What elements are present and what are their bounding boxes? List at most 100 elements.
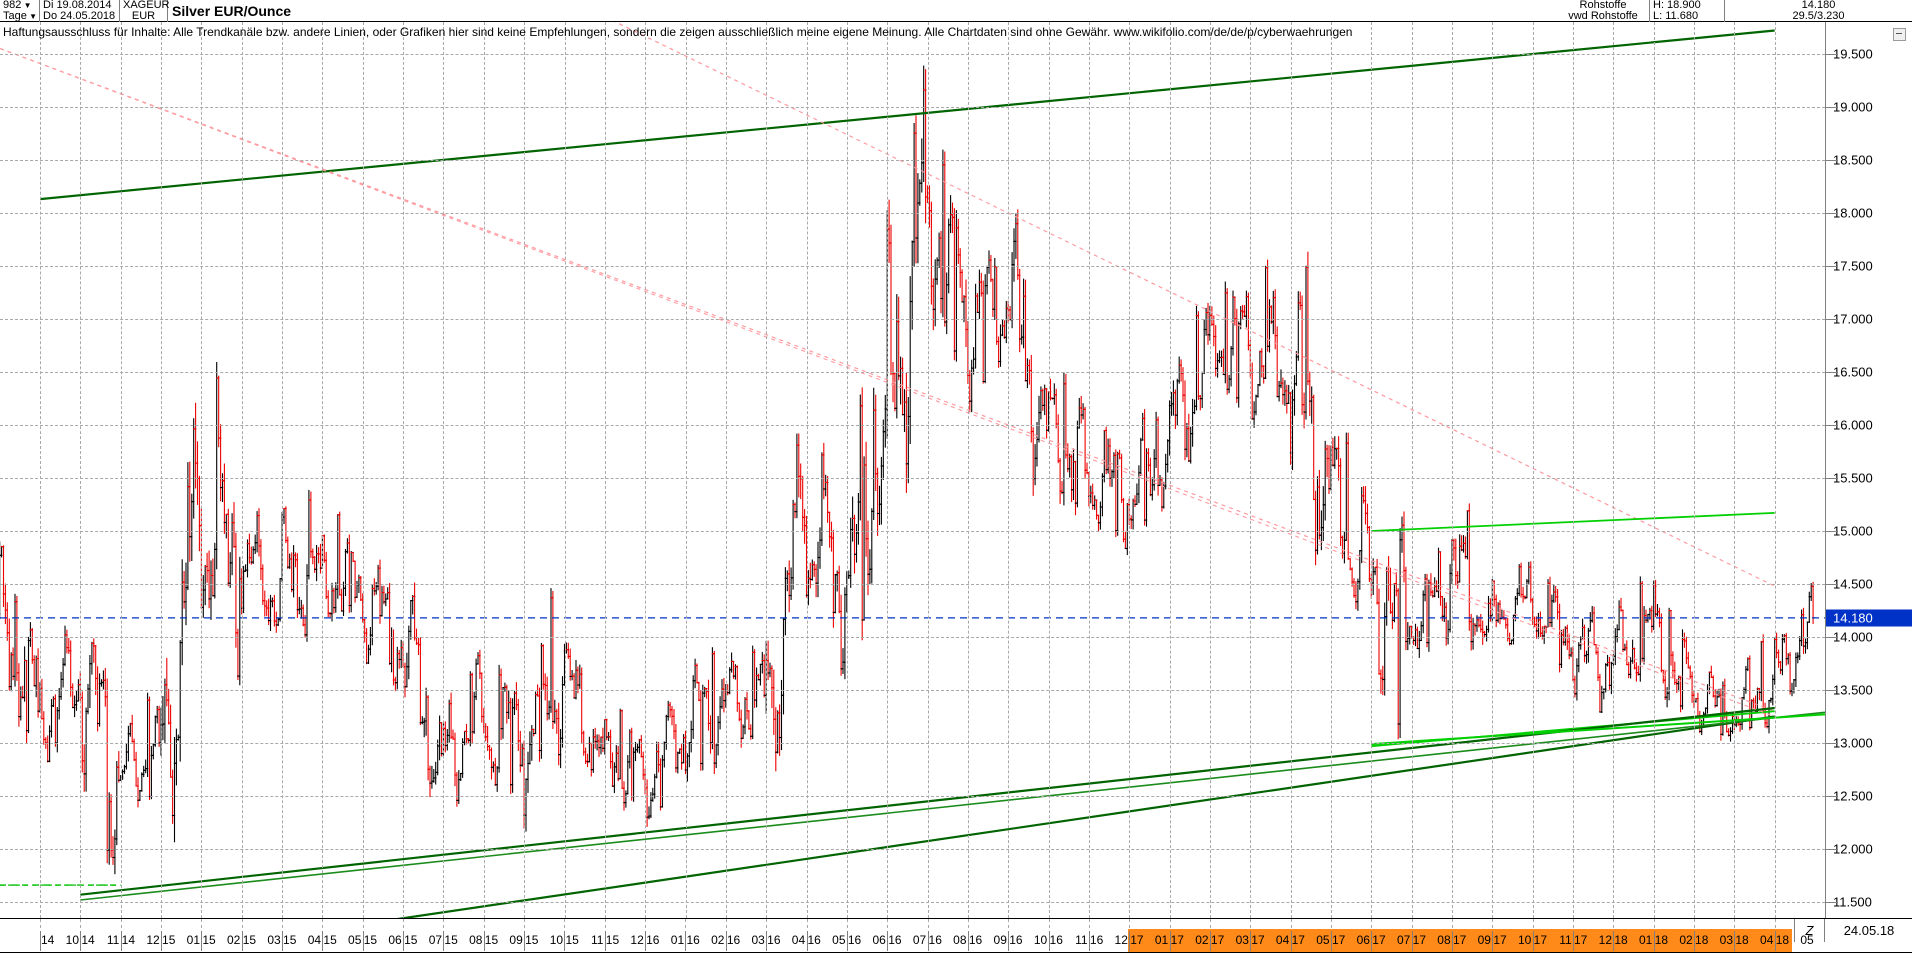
- price-axis-label-17.000: 17.000: [1833, 311, 1873, 326]
- price-axis-label-15.000: 15.000: [1833, 524, 1873, 539]
- price-axis-label-18.000: 18.000: [1833, 205, 1873, 220]
- gridline-v-0815: [443, 22, 444, 918]
- price-axis-tick: [1826, 54, 1838, 55]
- dark-green-support-parallel: [80, 712, 1825, 900]
- gridline-v-0415: [282, 22, 283, 918]
- gridline-v-0515: [322, 22, 323, 918]
- gridline-v-0917: [1452, 22, 1453, 918]
- gridline-h-13.000: [0, 743, 1825, 744]
- gridline-v-0915: [484, 22, 485, 918]
- gridline-v-0417: [1250, 22, 1251, 918]
- time-axis-tick-mark: [726, 919, 727, 928]
- gridline-v-0418: [1734, 22, 1735, 918]
- gridline-v-0616: [847, 22, 848, 918]
- period-low: L: 11.680: [1653, 11, 1721, 22]
- gridline-h-14.000: [0, 637, 1825, 638]
- gridline-v-1016: [1008, 22, 1009, 918]
- disclaimer-text: Haftungsausschluss für Inhalte: Alle Tre…: [3, 25, 1352, 39]
- ohlc-bar: [1603, 663, 1608, 692]
- price-axis-label-18.500: 18.500: [1833, 152, 1873, 167]
- gridline-h-11.500: [0, 902, 1825, 903]
- dark-green-steep-support: [282, 717, 1775, 919]
- gridline-v-0518: [1775, 22, 1776, 918]
- time-axis-tick-mark: [1412, 919, 1413, 928]
- time-axis-tick-mark: [1250, 919, 1251, 928]
- price-axis-tick: [1826, 637, 1838, 638]
- price-axis-label-16.500: 16.500: [1833, 364, 1873, 379]
- gridline-h-18.500: [0, 160, 1825, 161]
- gridline-v-0615: [363, 22, 364, 918]
- time-axis-tick-mark: [1210, 919, 1211, 928]
- time-axis-tick-mark: [484, 919, 485, 928]
- gridline-h-15.000: [0, 531, 1825, 532]
- price-axis-label-11.500: 11.500: [1833, 895, 1872, 910]
- time-axis-tick-mark: [847, 919, 848, 928]
- time-axis-tick-mark: [443, 919, 444, 928]
- time-axis-tick-mark: [564, 919, 565, 928]
- time-axis-tick-mark: [1170, 919, 1171, 928]
- high-low-cell: H: 18.900 L: 11.680: [1650, 0, 1725, 22]
- gridline-v-0816: [928, 22, 929, 918]
- last-price-cell: 14.180 29.5/3.230: [1725, 0, 1912, 22]
- price-axis-label-12.000: 12.000: [1833, 842, 1873, 857]
- gridline-v-0116: [645, 22, 646, 918]
- time-axis-tick-mark: [605, 919, 606, 928]
- price-axis-tick: [1826, 584, 1838, 585]
- ohlc-bar: [1058, 458, 1063, 504]
- time-axis-tick-mark: [1331, 919, 1332, 928]
- gridline-h-13.500: [0, 690, 1825, 691]
- gridline-h-18.000: [0, 213, 1825, 214]
- gridline-h-17.500: [0, 266, 1825, 267]
- time-axis-tick-mark: [322, 919, 323, 928]
- time-axis-tick-mark: [1533, 919, 1534, 928]
- time-axis-tick-mark: [766, 919, 767, 928]
- time-axis-tick-mark: [1694, 919, 1695, 928]
- chevron-down-icon[interactable]: ▼: [21, 1, 31, 10]
- time-axis-tick-mark: [1654, 919, 1655, 928]
- time-axis-tick-mark: [121, 919, 122, 928]
- period-selector[interactable]: 982 ▼ Tage ▼: [0, 0, 40, 22]
- gridline-h-15.500: [0, 478, 1825, 479]
- price-axis-tick: [1826, 531, 1838, 532]
- price-axis-label-19.000: 19.000: [1833, 99, 1873, 114]
- gridline-v-1214: [121, 22, 122, 918]
- gridline-v-1215: [605, 22, 606, 918]
- time-axis-tick-mark: [645, 919, 646, 928]
- page-title: Silver EUR/Ounce: [172, 0, 291, 22]
- time-axis-tick-mark: [685, 919, 686, 928]
- collapse-icon[interactable]: [1893, 28, 1906, 41]
- gridline-v-0315: [242, 22, 243, 918]
- price-axis-tick: [1826, 902, 1838, 903]
- chart-header-bar: 982 ▼ Tage ▼ Di 19.08.2014 Do 24.05.2018…: [0, 0, 1912, 22]
- price-axis-label-17.500: 17.500: [1833, 258, 1873, 273]
- time-axis-tick-mark: [161, 919, 162, 928]
- gridline-v-1117: [1533, 22, 1534, 918]
- date-range-cell[interactable]: Di 19.08.2014 Do 24.05.2018: [40, 0, 120, 22]
- price-axis-tick: [1826, 160, 1838, 161]
- tick-year: 18: [1776, 929, 1789, 952]
- price-axis-tick: [1826, 266, 1838, 267]
- time-axis-tick-mark: [524, 919, 525, 928]
- gridline-h-12.500: [0, 796, 1825, 797]
- price-axis-tick: [1826, 372, 1838, 373]
- time-axis-tick-mark: [80, 919, 81, 928]
- symbol-currency: EUR: [123, 11, 164, 22]
- price-axis-label-16.000: 16.000: [1833, 417, 1873, 432]
- gridline-v-1217: [1573, 22, 1574, 918]
- price-axis-tick: [1826, 478, 1838, 479]
- time-axis-tick-mark: [1371, 919, 1372, 928]
- gridline-v-1116: [1049, 22, 1050, 918]
- price-axis-tick: [1826, 213, 1838, 214]
- time-axis-tick-mark: [928, 919, 929, 928]
- gridline-h-16.500: [0, 372, 1825, 373]
- chevron-down-icon-2[interactable]: ▼: [27, 12, 37, 21]
- bright-green-support-ext: [1371, 714, 1825, 744]
- time-axis-tick-mark: [403, 919, 404, 928]
- price-axis[interactable]: (c)Tai-Pan 19.50019.00018.50018.00017.50…: [1826, 22, 1912, 918]
- symbol-cell[interactable]: XAGEUR EUR: [120, 0, 168, 22]
- chart-plot-area[interactable]: [0, 22, 1825, 918]
- date-to: Do 24.05.2018: [43, 11, 116, 22]
- price-axis-tick: [1826, 690, 1838, 691]
